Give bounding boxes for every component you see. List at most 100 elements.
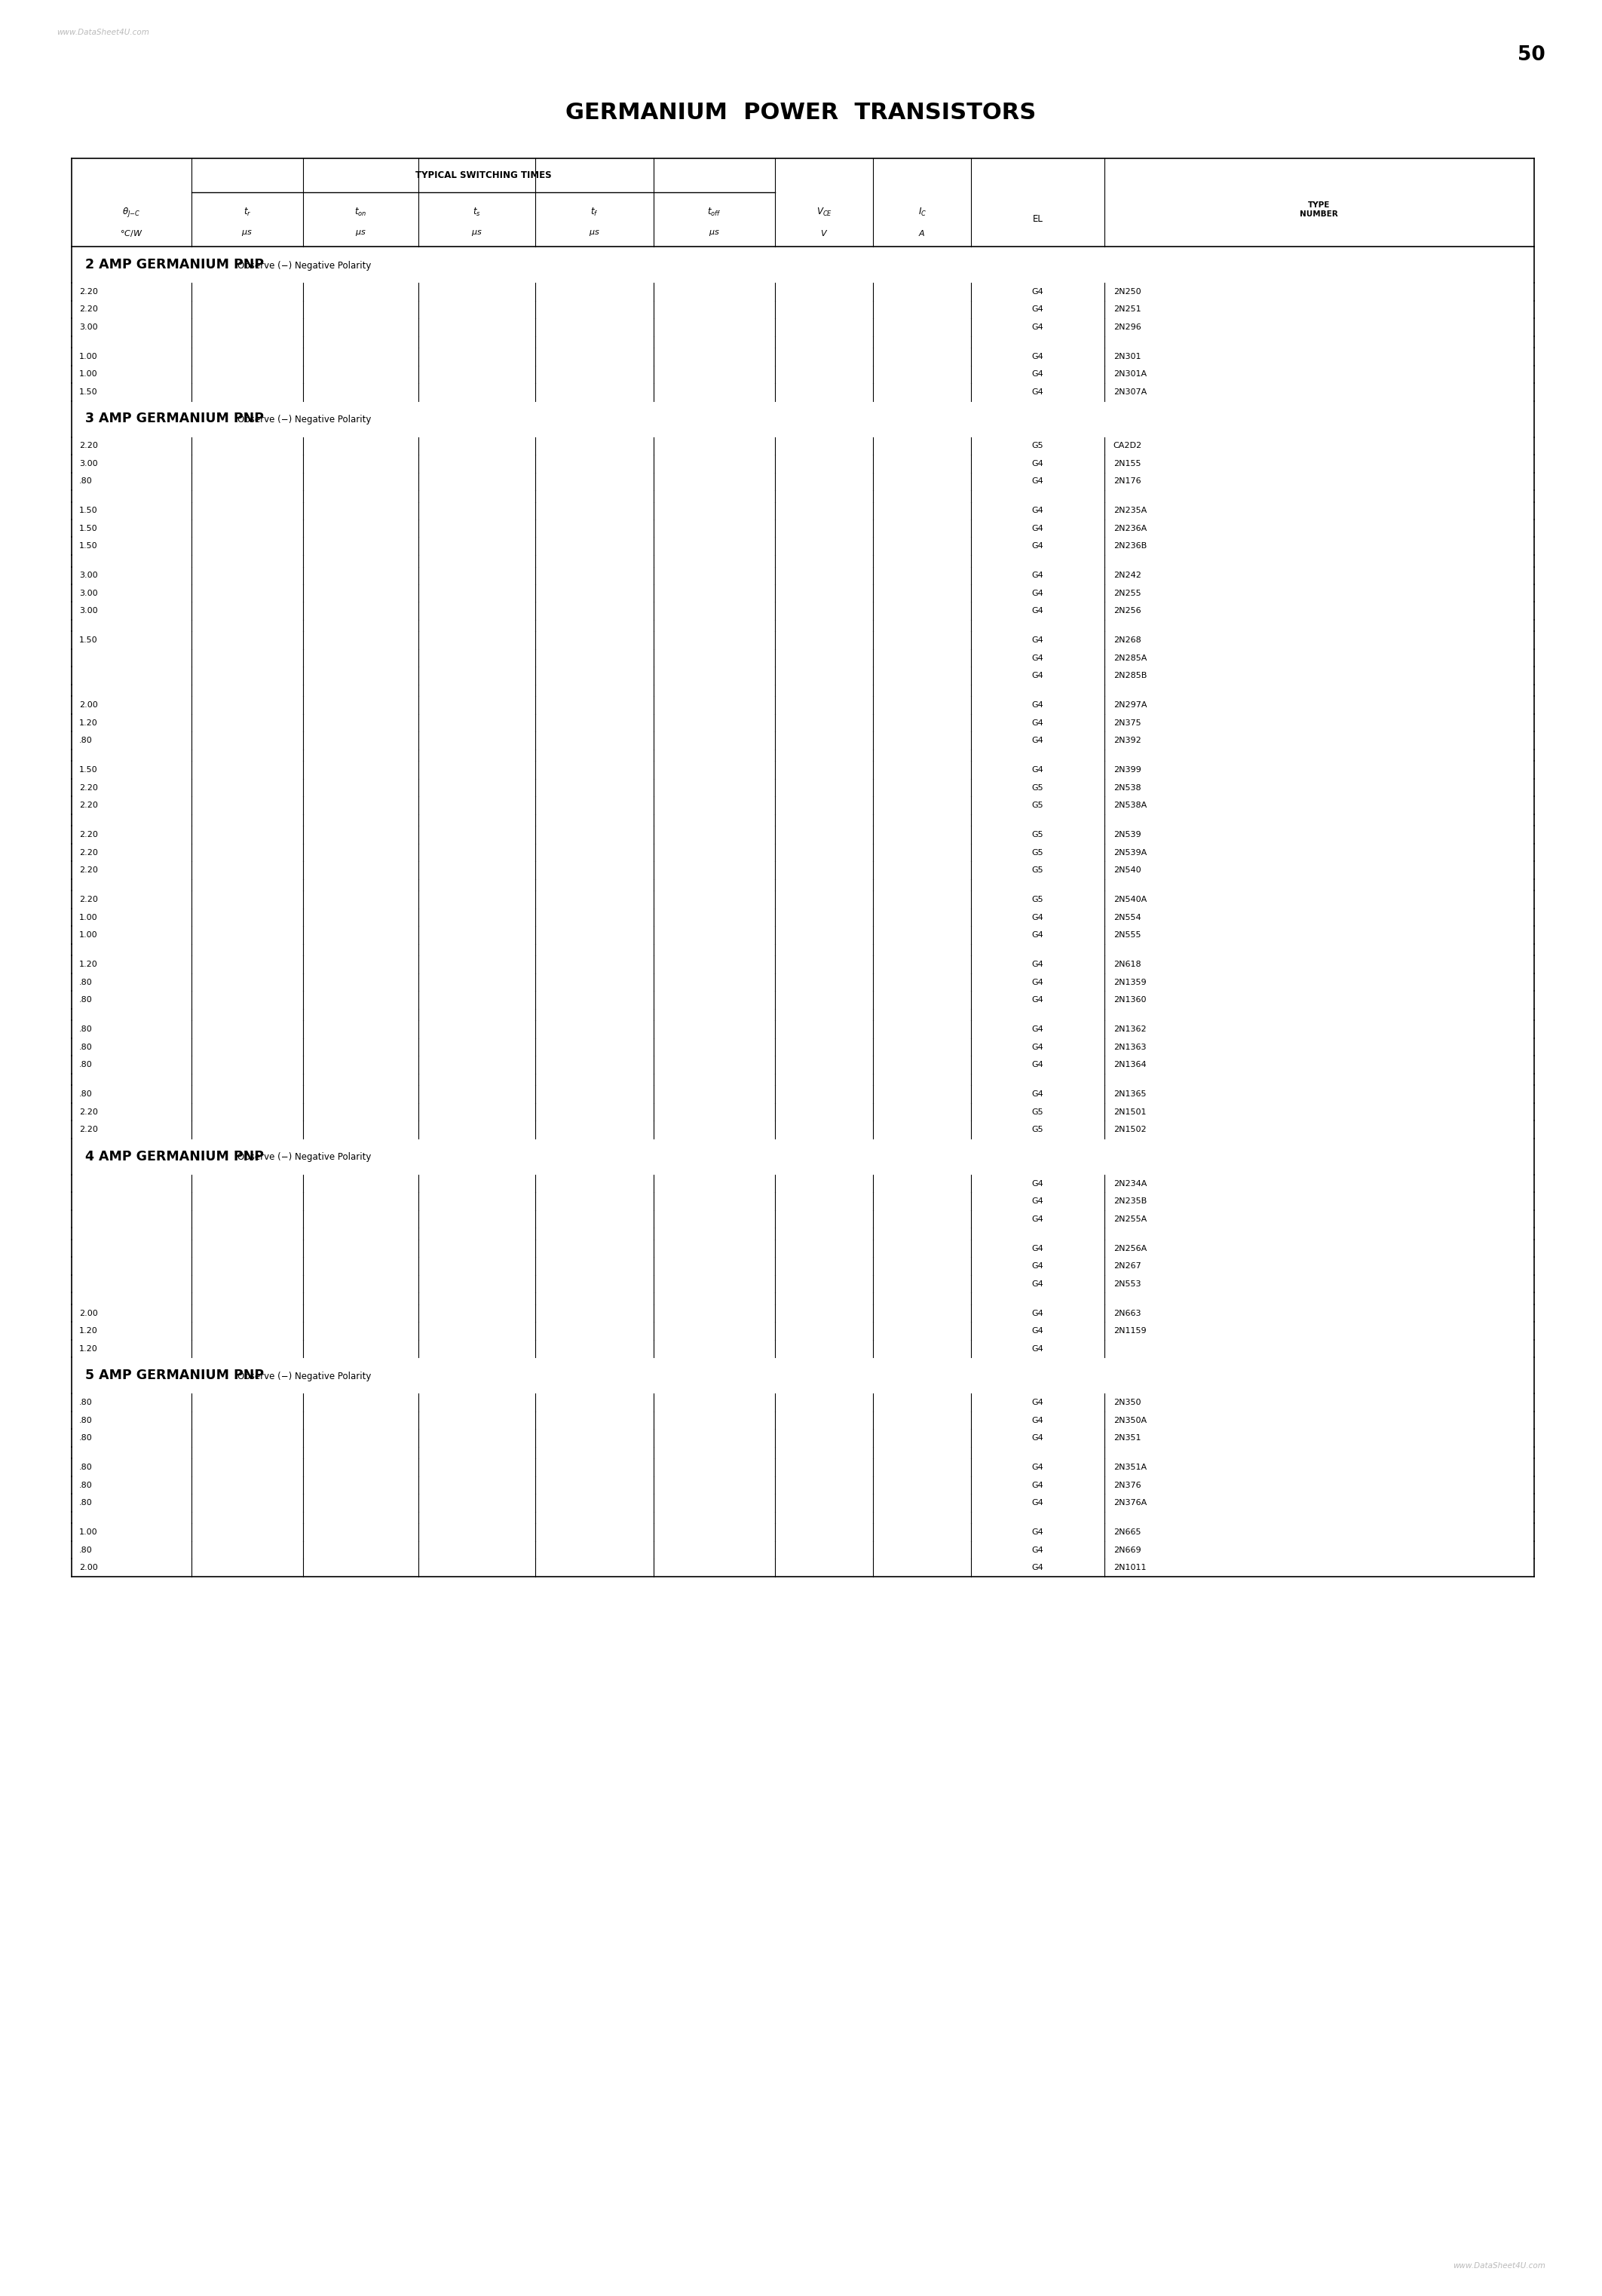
Text: 2N539A: 2N539A xyxy=(1113,850,1147,856)
Text: G5: G5 xyxy=(1032,831,1043,838)
Text: 1.20: 1.20 xyxy=(78,1345,98,1352)
Text: $t_{on}$: $t_{on}$ xyxy=(354,207,367,218)
Text: 2N235B: 2N235B xyxy=(1113,1199,1147,1205)
Text: 3.00: 3.00 xyxy=(78,572,98,579)
Text: 2.20: 2.20 xyxy=(78,801,98,808)
Text: 2.20: 2.20 xyxy=(78,783,98,792)
Text: 2N256: 2N256 xyxy=(1113,606,1141,615)
Text: 2N618: 2N618 xyxy=(1113,960,1141,969)
Text: 2N267: 2N267 xyxy=(1113,1263,1141,1270)
Text: G4: G4 xyxy=(1032,572,1043,579)
Text: G4: G4 xyxy=(1032,590,1043,597)
Text: 1.20: 1.20 xyxy=(78,719,98,728)
Text: G4: G4 xyxy=(1032,1244,1043,1251)
Text: 2.00: 2.00 xyxy=(78,1564,98,1570)
Text: G5: G5 xyxy=(1032,801,1043,808)
Text: 1.50: 1.50 xyxy=(78,542,98,549)
Text: 2N234A: 2N234A xyxy=(1113,1180,1147,1187)
Text: 2N1502: 2N1502 xyxy=(1113,1125,1145,1134)
Text: $°C/W$: $°C/W$ xyxy=(120,227,143,239)
Text: 2N392: 2N392 xyxy=(1113,737,1141,744)
Text: 2N255A: 2N255A xyxy=(1113,1215,1147,1224)
Text: 2N256A: 2N256A xyxy=(1113,1244,1147,1251)
Text: $\mu s$: $\mu s$ xyxy=(471,230,482,236)
Text: 2N155: 2N155 xyxy=(1113,459,1141,468)
Text: G4: G4 xyxy=(1032,305,1043,312)
Text: Observe (−) Negative Polarity: Observe (−) Negative Polarity xyxy=(237,259,372,271)
Text: G4: G4 xyxy=(1032,1398,1043,1407)
Text: 2N669: 2N669 xyxy=(1113,1545,1141,1554)
Text: Observe (−) Negative Polarity: Observe (−) Negative Polarity xyxy=(237,1371,372,1382)
Text: G4: G4 xyxy=(1032,1309,1043,1318)
Text: G4: G4 xyxy=(1032,932,1043,939)
Text: 4 AMP GERMANIUM PNP: 4 AMP GERMANIUM PNP xyxy=(85,1150,264,1164)
Text: 2N1011: 2N1011 xyxy=(1113,1564,1145,1570)
Text: G4: G4 xyxy=(1032,767,1043,774)
Text: G4: G4 xyxy=(1032,1327,1043,1334)
Text: 2.00: 2.00 xyxy=(78,703,98,709)
Text: 2N1363: 2N1363 xyxy=(1113,1042,1145,1052)
Text: G4: G4 xyxy=(1032,287,1043,296)
Text: $t_f$: $t_f$ xyxy=(591,207,599,218)
Text: $t_r$: $t_r$ xyxy=(244,207,252,218)
Text: G4: G4 xyxy=(1032,1091,1043,1097)
Text: .80: .80 xyxy=(78,996,93,1003)
Text: G4: G4 xyxy=(1032,478,1043,484)
Text: G4: G4 xyxy=(1032,1435,1043,1442)
Text: G4: G4 xyxy=(1032,960,1043,969)
Text: G4: G4 xyxy=(1032,737,1043,744)
Text: 3.00: 3.00 xyxy=(78,590,98,597)
Text: 2N553: 2N553 xyxy=(1113,1281,1141,1288)
Text: 2N663: 2N663 xyxy=(1113,1309,1141,1318)
Text: 3.00: 3.00 xyxy=(78,459,98,468)
Text: 2.20: 2.20 xyxy=(78,305,98,312)
Text: 2.00: 2.00 xyxy=(78,1309,98,1318)
Text: 1.50: 1.50 xyxy=(78,636,98,645)
Text: G4: G4 xyxy=(1032,1215,1043,1224)
Text: 2N540A: 2N540A xyxy=(1113,895,1147,905)
Text: 2N1501: 2N1501 xyxy=(1113,1109,1145,1116)
Text: G5: G5 xyxy=(1032,1125,1043,1134)
Text: .80: .80 xyxy=(78,478,93,484)
Text: G4: G4 xyxy=(1032,996,1043,1003)
Text: 2N376: 2N376 xyxy=(1113,1481,1141,1490)
Text: G4: G4 xyxy=(1032,1529,1043,1536)
Text: .80: .80 xyxy=(78,1499,93,1506)
Text: 1.50: 1.50 xyxy=(78,767,98,774)
Text: 2N176: 2N176 xyxy=(1113,478,1141,484)
Text: 2N236B: 2N236B xyxy=(1113,542,1147,549)
Text: 2N301A: 2N301A xyxy=(1113,370,1147,379)
Text: 2N268: 2N268 xyxy=(1113,636,1141,645)
Text: 2N255: 2N255 xyxy=(1113,590,1141,597)
Text: $\mu s$: $\mu s$ xyxy=(242,230,253,236)
Text: 1.00: 1.00 xyxy=(78,354,98,360)
Text: G4: G4 xyxy=(1032,507,1043,514)
Text: 3.00: 3.00 xyxy=(78,324,98,331)
Text: 1.00: 1.00 xyxy=(78,370,98,379)
Text: 2N301: 2N301 xyxy=(1113,354,1141,360)
Text: G4: G4 xyxy=(1032,654,1043,661)
Text: 2N555: 2N555 xyxy=(1113,932,1141,939)
Text: G4: G4 xyxy=(1032,1499,1043,1506)
Text: 2N285B: 2N285B xyxy=(1113,673,1147,680)
Text: 1.00: 1.00 xyxy=(78,1529,98,1536)
Text: 2N1365: 2N1365 xyxy=(1113,1091,1145,1097)
Text: $t_s$: $t_s$ xyxy=(473,207,481,218)
Text: G4: G4 xyxy=(1032,354,1043,360)
Text: G4: G4 xyxy=(1032,459,1043,468)
Text: G5: G5 xyxy=(1032,866,1043,875)
Text: 2N350: 2N350 xyxy=(1113,1398,1141,1407)
Text: 2.20: 2.20 xyxy=(78,831,98,838)
Text: 2N351A: 2N351A xyxy=(1113,1465,1147,1472)
Text: .80: .80 xyxy=(78,1042,93,1052)
Text: 2N539: 2N539 xyxy=(1113,831,1141,838)
Text: $\mu s$: $\mu s$ xyxy=(356,230,365,236)
Text: G4: G4 xyxy=(1032,978,1043,985)
Text: Observe (−) Negative Polarity: Observe (−) Negative Polarity xyxy=(237,1153,372,1162)
Text: G4: G4 xyxy=(1032,1263,1043,1270)
Text: .80: .80 xyxy=(78,737,93,744)
Text: TYPICAL SWITCHING TIMES: TYPICAL SWITCHING TIMES xyxy=(415,170,551,179)
Text: 1.00: 1.00 xyxy=(78,932,98,939)
Text: 2N540: 2N540 xyxy=(1113,866,1141,875)
Text: .80: .80 xyxy=(78,1091,93,1097)
